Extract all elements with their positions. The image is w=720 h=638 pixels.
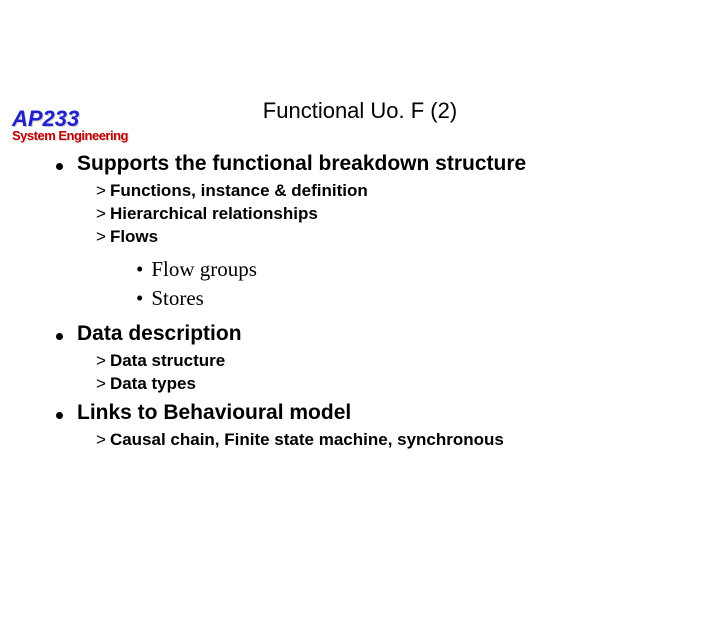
sub-item: >Data types: [96, 373, 680, 396]
sub-item: >Flows: [96, 226, 680, 249]
bullet-dot-icon: [56, 333, 63, 340]
slide-content: Supports the functional breakdown struct…: [0, 152, 720, 452]
logo: AP233 System Engineering: [12, 106, 128, 143]
sub-item-text: Flows: [110, 227, 158, 246]
sub-list: >Causal chain, Finite state machine, syn…: [96, 429, 680, 452]
sub2-item-text: Flow groups: [151, 255, 257, 284]
bullet-heading: Supports the functional breakdown struct…: [77, 152, 526, 176]
sub-item: >Hierarchical relationships: [96, 203, 680, 226]
sub2-list: • Flow groups • Stores: [136, 255, 680, 314]
sub-item-text: Data structure: [110, 351, 225, 370]
sub-item-text: Functions, instance & definition: [110, 181, 368, 200]
sub-item-text: Data types: [110, 374, 196, 393]
sub-item: >Causal chain, Finite state machine, syn…: [96, 429, 680, 452]
bullet-heading: Data description: [77, 322, 242, 346]
sub2-item: • Flow groups: [136, 255, 680, 284]
bullet-dot-icon: •: [136, 284, 143, 313]
bullet-main: Data description: [56, 322, 680, 346]
sub2-item: • Stores: [136, 284, 680, 313]
bullet-dot-icon: [56, 412, 63, 419]
sub-item: >Data structure: [96, 350, 680, 373]
sub-item-text: Causal chain, Finite state machine, sync…: [110, 430, 504, 449]
sub-item: >Functions, instance & definition: [96, 180, 680, 203]
bullet-heading: Links to Behavioural model: [77, 401, 351, 425]
bullet-dot-icon: [56, 163, 63, 170]
bullet-dot-icon: •: [136, 255, 143, 284]
sub-list: >Data structure >Data types: [96, 350, 680, 396]
sub2-item-text: Stores: [151, 284, 204, 313]
bullet-main: Links to Behavioural model: [56, 401, 680, 425]
sub-item-text: Hierarchical relationships: [110, 204, 318, 223]
sub-list: >Functions, instance & definition >Hiera…: [96, 180, 680, 249]
logo-bottom-text: System Engineering: [12, 128, 128, 143]
bullet-main: Supports the functional breakdown struct…: [56, 152, 680, 176]
